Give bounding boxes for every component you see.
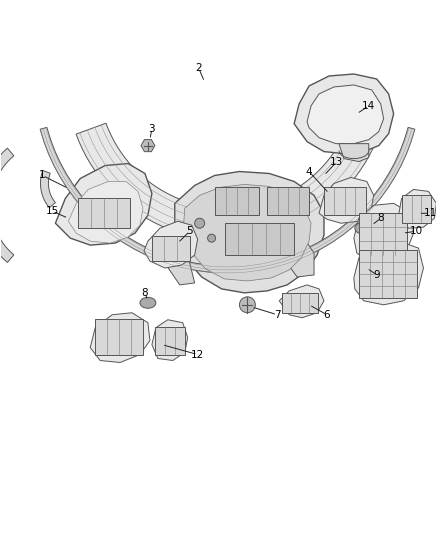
Polygon shape <box>184 184 311 281</box>
Text: 13: 13 <box>330 157 343 166</box>
Text: 10: 10 <box>410 226 423 236</box>
Bar <box>152 236 190 261</box>
Text: 14: 14 <box>362 101 375 111</box>
Polygon shape <box>307 85 384 144</box>
Bar <box>359 250 417 298</box>
Ellipse shape <box>355 222 373 234</box>
Polygon shape <box>90 313 150 362</box>
Text: 11: 11 <box>424 208 437 219</box>
Polygon shape <box>294 74 394 154</box>
Polygon shape <box>0 148 14 262</box>
Polygon shape <box>399 189 436 228</box>
Polygon shape <box>277 228 314 277</box>
Text: 6: 6 <box>324 310 330 320</box>
Text: 2: 2 <box>195 63 202 73</box>
Polygon shape <box>354 241 424 305</box>
Polygon shape <box>40 171 56 208</box>
Circle shape <box>194 218 205 228</box>
Polygon shape <box>40 127 415 273</box>
Polygon shape <box>319 177 374 223</box>
Polygon shape <box>76 123 379 240</box>
Polygon shape <box>144 221 198 268</box>
Bar <box>95 319 143 354</box>
Text: 3: 3 <box>148 124 155 134</box>
Bar <box>215 188 259 215</box>
Polygon shape <box>175 172 324 293</box>
Bar <box>155 327 185 354</box>
Polygon shape <box>279 285 324 318</box>
Polygon shape <box>68 181 143 243</box>
Circle shape <box>240 297 255 313</box>
Polygon shape <box>141 140 155 152</box>
Polygon shape <box>354 203 413 263</box>
Circle shape <box>208 234 215 242</box>
Text: 8: 8 <box>378 213 384 223</box>
Bar <box>225 223 294 255</box>
Bar <box>402 196 431 223</box>
Text: 15: 15 <box>46 206 59 216</box>
Text: 7: 7 <box>274 310 281 320</box>
Text: 5: 5 <box>187 226 193 236</box>
Text: 12: 12 <box>191 350 204 360</box>
Polygon shape <box>55 164 152 245</box>
Polygon shape <box>150 235 194 285</box>
Polygon shape <box>339 144 369 161</box>
Bar <box>359 213 406 255</box>
Text: 4: 4 <box>306 166 312 176</box>
Text: 1: 1 <box>39 171 46 181</box>
Bar <box>267 188 309 215</box>
Bar <box>78 198 130 228</box>
Bar <box>324 188 366 215</box>
Ellipse shape <box>140 297 156 308</box>
Polygon shape <box>152 320 188 360</box>
Text: 9: 9 <box>374 270 380 280</box>
Text: 8: 8 <box>141 288 148 298</box>
Bar <box>282 293 318 313</box>
